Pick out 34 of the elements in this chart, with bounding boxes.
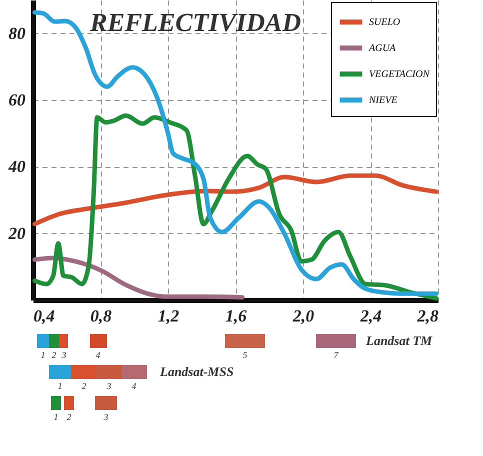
text: 1 [58,381,62,391]
text: 7 [334,350,339,360]
text: 2 [82,381,87,391]
legend-label: AGUA [368,43,397,54]
text: 3 [60,350,67,360]
text: 4 [96,350,101,360]
line-series [32,256,244,300]
text: 5 [242,350,248,360]
x-tick-label: 0,8 [90,306,112,326]
line-series [32,173,439,226]
x-tick-label: 2,0 [292,306,315,326]
x-tick-label: 1,2 [158,306,180,326]
text: Landsat TM [365,333,433,348]
legend-label: NIEVE [368,95,398,106]
text: 3 [102,412,109,422]
legend-label: VEGETACION [369,69,431,80]
y-tick-label: 20 [8,224,26,243]
text: 1 [40,350,46,360]
text: Landsat-MSS [159,364,234,379]
chart-title: REFLECTIVIDAD [89,8,302,37]
x-tick-label: 0,4 [34,306,55,326]
line-series [32,10,439,296]
x-tick-label: 2,8 [416,306,439,326]
text: 3 [106,381,112,391]
x-tick-label: 1,6 [225,306,248,326]
text: 1 [54,412,58,422]
legend-label: SUELO [369,17,400,28]
text: 4 [132,381,137,391]
y-tick-label: 40 [8,157,26,176]
x-tick-label: 2,4 [359,306,382,326]
text: 2 [52,350,57,360]
y-tick-label: 60 [8,90,26,110]
text: 2 [66,412,72,422]
y-tick-label: 80 [8,24,26,43]
